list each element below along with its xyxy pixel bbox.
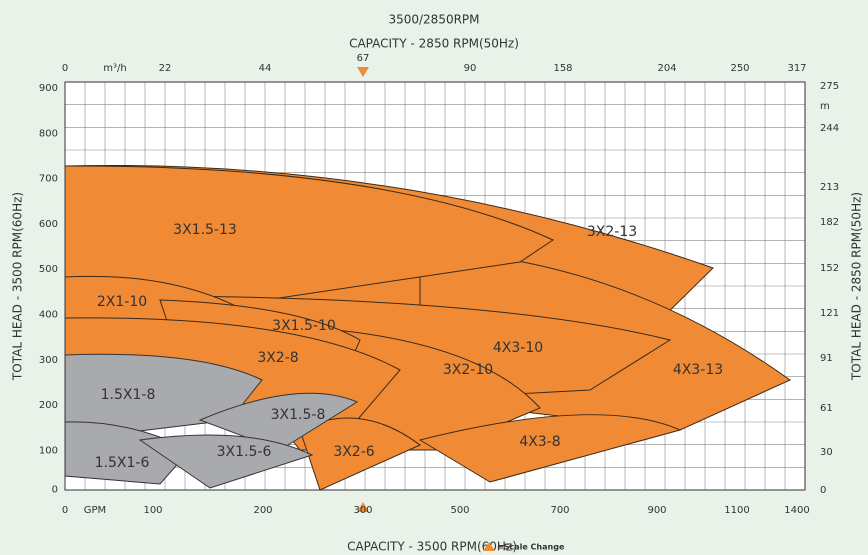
region-label: 1.5X1-8 [101, 387, 156, 403]
region-label: 3X1.5-10 [272, 318, 336, 334]
bottom-tick-label: 1400 [784, 505, 809, 516]
bottom-axis-label: CAPACITY - 3500 RPM(60Hz) [347, 540, 517, 554]
right-tick-label: 61 [820, 403, 833, 414]
bottom-tick-label: 500 [450, 505, 469, 516]
region-label: 1.5X1-6 [95, 455, 150, 471]
top-tick-label: 90 [464, 63, 477, 74]
region-label: 3X2-10 [443, 362, 493, 378]
right-tick-label: 121 [820, 308, 839, 319]
left-axis-label: TOTAL HEAD - 3500 RPM(60Hz) [11, 192, 25, 381]
region-label: 3X1.5-6 [217, 444, 272, 460]
title: 3500/2850RPM [388, 13, 479, 27]
left-tick-label: 500 [39, 264, 58, 275]
bottom-tick-label: 700 [550, 505, 569, 516]
top-tick-label: 22 [159, 63, 172, 74]
right-tick-label: 213 [820, 182, 839, 193]
top-tick-label: 44 [259, 63, 272, 74]
bottom-tick-label: 300 [353, 505, 372, 516]
region-label: 3X2-6 [333, 444, 374, 460]
right-tick-label: 30 [820, 447, 833, 458]
right-tick-label: 182 [820, 217, 839, 228]
right-tick-label: 244 [820, 123, 839, 134]
left-tick-label: 200 [39, 400, 58, 411]
top-tick-label: 317 [787, 63, 806, 74]
region-label: 3X2-13 [587, 224, 637, 240]
top-tick-label: 204 [657, 63, 676, 74]
region-label: 3X1.5-13 [173, 222, 237, 238]
right-tick-label: 152 [820, 263, 839, 274]
scale-change-marker [357, 67, 369, 77]
right-tick-label: 91 [820, 353, 833, 364]
region [138, 434, 314, 489]
scale-change-marker [357, 502, 369, 512]
left-tick-label: 100 [39, 445, 58, 456]
right-tick-label: m [820, 101, 830, 112]
bottom-tick-label: 0 [62, 505, 68, 516]
legend-text: =Scale Change [497, 543, 565, 552]
top-tick-label: m³/h [103, 63, 126, 74]
region-label: 3X2-8 [257, 350, 298, 366]
top-tick-label: 158 [553, 63, 572, 74]
left-tick-label: 800 [39, 128, 58, 139]
top-tick-label: 250 [730, 63, 749, 74]
region-labels: 3X2-13 4X3-13 3X1.5-13 4X3-10 3X2-10 4X3… [95, 222, 724, 471]
bottom-tick-label: 900 [647, 505, 666, 516]
left-tick-label: 900 [39, 83, 58, 94]
region [198, 392, 359, 451]
top-tick-label: 67 [357, 53, 370, 64]
left-tick-label: 600 [39, 219, 58, 230]
region-label: 4X3-8 [519, 434, 560, 450]
region [418, 414, 682, 483]
top-axis-label: CAPACITY - 2850 RPM(50Hz) [349, 37, 519, 51]
left-tick-label: 700 [39, 174, 58, 185]
right-axis-label: TOTAL HEAD - 2850 RPM(50Hz) [850, 192, 864, 381]
region-label: 4X3-10 [493, 340, 543, 356]
bottom-tick-label: GPM [84, 505, 106, 516]
left-tick-label: 0 [52, 485, 58, 496]
left-tick-label: 400 [39, 310, 58, 321]
bottom-tick-label: 1100 [724, 505, 749, 516]
plot-border [64, 81, 806, 491]
bottom-tick-label: 100 [143, 505, 162, 516]
bottom-tick-label: 200 [253, 505, 272, 516]
regions [64, 164, 791, 491]
right-tick-label: 275 [820, 81, 839, 92]
region-label: 4X3-13 [673, 362, 723, 378]
legend-marker [483, 542, 495, 551]
top-tick-label: 0 [62, 63, 68, 74]
region-label: 3X1.5-8 [271, 407, 326, 423]
right-tick-label: 0 [820, 485, 826, 496]
left-tick-label: 300 [39, 355, 58, 366]
region-label: 2X1-10 [97, 294, 147, 310]
